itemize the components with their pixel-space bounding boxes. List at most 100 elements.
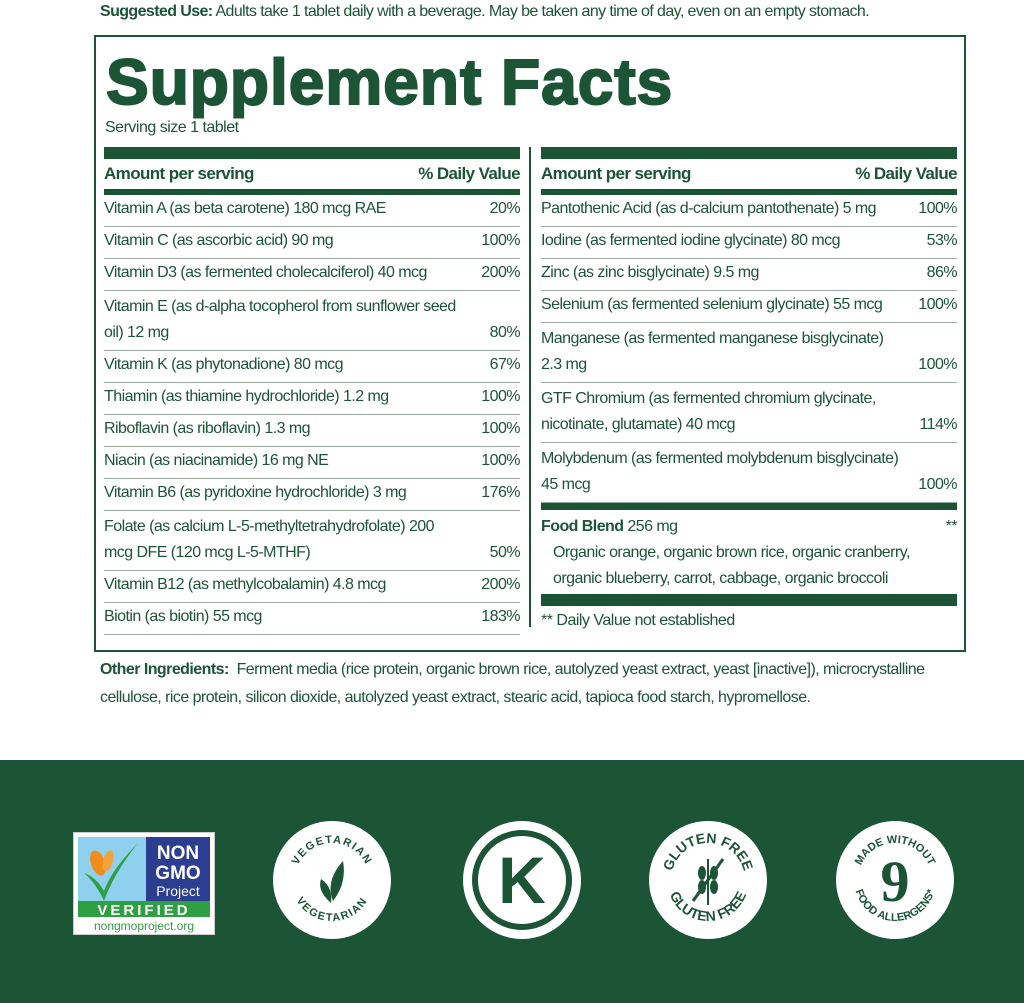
- kosher-badge: K: [463, 821, 581, 939]
- leaf-icon: [320, 861, 344, 903]
- vegetarian-text-bottom: VEGETARIAN: [294, 895, 369, 924]
- svg-text:VEGETARIAN: VEGETARIAN: [290, 834, 374, 867]
- nutrient-row: Molybdenum (as fermented molybdenum bisg…: [541, 443, 958, 503]
- nongmo-line3: Project: [156, 883, 200, 899]
- nutrient-dv: 200%: [481, 576, 520, 593]
- nutrient-name: Folate (as calcium L-5-methyltetrahydrof…: [104, 518, 435, 561]
- amount-header: Amount per serving: [541, 164, 691, 183]
- wheat-crossed-icon: [691, 858, 725, 905]
- nutrient-row: Folate (as calcium L-5-methyltetrahydrof…: [104, 511, 521, 571]
- suggested-use-text: Adults take 1 tablet daily with a bevera…: [215, 3, 870, 20]
- nutrient-dv: 183%: [481, 608, 520, 625]
- nutrient-name: Vitamin E (as d-alpha tocopherol from su…: [104, 298, 456, 341]
- nutrient-dv: 67%: [489, 356, 521, 373]
- nutrient-row: Vitamin D3 (as fermented cholecalciferol…: [104, 259, 521, 291]
- right-column: Amount per serving % Daily Value Pantothe…: [541, 147, 958, 630]
- nutrient-row: Riboflavin (as riboflavin) 1.3 mg 100%: [104, 415, 521, 447]
- dv-header: % Daily Value: [855, 164, 957, 183]
- allergens-number: 9: [881, 849, 910, 914]
- header-rule: [541, 189, 957, 195]
- other-ingredients: Other Ingredients: Ferment media (rice p…: [100, 656, 940, 712]
- nutrient-dv: 100%: [918, 356, 957, 373]
- nutrient-name: Vitamin D3 (as fermented cholecalciferol…: [104, 264, 427, 281]
- nutrient-dv: 100%: [918, 476, 957, 493]
- header-bar: [541, 147, 957, 159]
- panel-title: Supplement Facts: [105, 45, 674, 119]
- nutrient-name: Vitamin B6 (as pyridoxine hydrochloride)…: [104, 484, 407, 501]
- header-bar: [104, 147, 520, 159]
- column-divider: [529, 147, 531, 627]
- nutrient-name: Molybdenum (as fermented molybdenum bisg…: [541, 450, 899, 493]
- nongmo-line1: NON: [157, 843, 199, 864]
- nutrient-name: Vitamin K (as phytonadione) 80 mcg: [104, 356, 343, 373]
- nutrient-name: Thiamin (as thiamine hydrochloride) 1.2 …: [104, 388, 389, 405]
- nutrient-row: Pantothenic Acid (as d-calcium pantothen…: [541, 195, 958, 227]
- nutrient-dv: 100%: [481, 452, 520, 469]
- nutrient-dv: 50%: [489, 544, 521, 561]
- nutrient-dv: 200%: [481, 264, 520, 281]
- nutrient-name: Vitamin A (as beta carotene) 180 mcg RAE: [104, 200, 386, 217]
- food-blend-amount: 256 mg: [627, 518, 678, 535]
- other-ingredients-text: Ferment media (rice protein, organic bro…: [100, 661, 925, 706]
- food-blend-dv: **: [945, 518, 958, 535]
- nutrient-name: Vitamin C (as ascorbic acid) 90 mg: [104, 232, 334, 249]
- serving-size: Serving size 1 tablet: [105, 119, 239, 136]
- nutrient-dv: 100%: [481, 232, 520, 249]
- food-blend-label: Food Blend: [541, 518, 624, 535]
- nutrient-row: Zinc (as zinc bisglycinate) 9.5 mg 86%: [541, 259, 958, 291]
- vegetarian-text-top: VEGETARIAN: [290, 834, 373, 867]
- nutrient-row: Niacin (as niacinamide) 16 mg NE 100%: [104, 447, 521, 479]
- nutrient-name: Zinc (as zinc bisglycinate) 9.5 mg: [541, 264, 759, 281]
- nutrient-dv: 100%: [918, 200, 957, 217]
- nutrient-row: Thiamin (as thiamine hydrochloride) 1.2 …: [104, 383, 521, 415]
- nutrient-dv: 53%: [926, 232, 958, 249]
- nutrient-name: Biotin (as biotin) 55 mcg: [104, 608, 262, 625]
- left-column: Amount per serving % Daily Value Vitamin …: [104, 147, 521, 635]
- vegetarian-badge: VEGETARIAN VEGETARIAN: [273, 821, 391, 939]
- nutrient-name: Vitamin B12 (as methylcobalamin) 4.8 mcg: [104, 576, 386, 593]
- column-header: Amount per serving % Daily Value: [541, 159, 958, 189]
- nongmo-url: nongmoproject.org: [94, 919, 194, 933]
- nutrient-dv: 176%: [481, 484, 520, 501]
- allergen-free-badge: MADE WITHOUT FOOD ALLERGENS* 9: [836, 821, 954, 939]
- non-gmo-verified-logo: NON GMO Project VERIFIED nongmoproject.o…: [73, 832, 215, 935]
- nutrient-dv: 20%: [489, 200, 521, 217]
- footnote: ** Daily Value not established: [541, 612, 735, 629]
- nutrient-dv: 100%: [481, 420, 520, 437]
- supplement-facts-panel: Supplement Facts Serving size 1 tablet A…: [94, 35, 966, 652]
- section-rule: [541, 594, 957, 606]
- section-rule: [541, 503, 957, 510]
- nutrient-row: Vitamin K (as phytonadione) 80 mcg 67%: [104, 351, 521, 383]
- nongmo-verified: VERIFIED: [97, 902, 190, 919]
- nutrient-name: Selenium (as fermented selenium glycinat…: [541, 296, 883, 313]
- nutrient-name: Pantothenic Acid (as d-calcium pantothen…: [541, 200, 877, 217]
- kosher-k: K: [498, 843, 546, 917]
- svg-text:VEGETARIAN: VEGETARIAN: [294, 895, 371, 924]
- dv-header: % Daily Value: [418, 164, 520, 183]
- nutrient-row: Vitamin B6 (as pyridoxine hydrochloride)…: [104, 479, 521, 511]
- nutrient-dv: 100%: [481, 388, 520, 405]
- nutrient-dv: 100%: [918, 296, 957, 313]
- food-blend-desc: Organic orange, organic brown rice, orga…: [553, 544, 910, 587]
- nutrient-dv: 80%: [489, 324, 521, 341]
- other-ingredients-label: Other Ingredients:: [100, 661, 229, 678]
- amount-header: Amount per serving: [104, 164, 254, 183]
- suggested-use-label: Suggested Use:: [100, 3, 213, 20]
- column-header: Amount per serving % Daily Value: [104, 159, 521, 189]
- nutrient-row: Vitamin C (as ascorbic acid) 90 mg 100%: [104, 227, 521, 259]
- nongmo-line2: GMO: [155, 863, 200, 884]
- nutrient-row: Biotin (as biotin) 55 mcg 183%: [104, 603, 521, 635]
- header-rule: [104, 189, 520, 195]
- nutrient-row: Selenium (as fermented selenium glycinat…: [541, 291, 958, 323]
- nutrient-dv: 86%: [926, 264, 958, 281]
- nutrient-name: Iodine (as fermented iodine glycinate) 8…: [541, 232, 841, 249]
- nutrient-row: Vitamin A (as beta carotene) 180 mcg RAE…: [104, 195, 521, 227]
- suggested-use: Suggested Use: Adults take 1 tablet dail…: [100, 3, 870, 21]
- gluten-free-badge: GLUTEN FREE GLUTEN FREE: [649, 821, 767, 939]
- nutrient-name: Riboflavin (as riboflavin) 1.3 mg: [104, 420, 311, 437]
- nutrient-dv: 114%: [919, 416, 957, 433]
- nutrient-row: Manganese (as fermented manganese bisgly…: [541, 323, 958, 383]
- nutrient-row: Vitamin E (as d-alpha tocopherol from su…: [104, 291, 521, 351]
- nutrient-name: GTF Chromium (as fermented chromium glyc…: [541, 390, 876, 433]
- food-blend: Food Blend 256 mg ** Organic orange, orga…: [541, 510, 958, 594]
